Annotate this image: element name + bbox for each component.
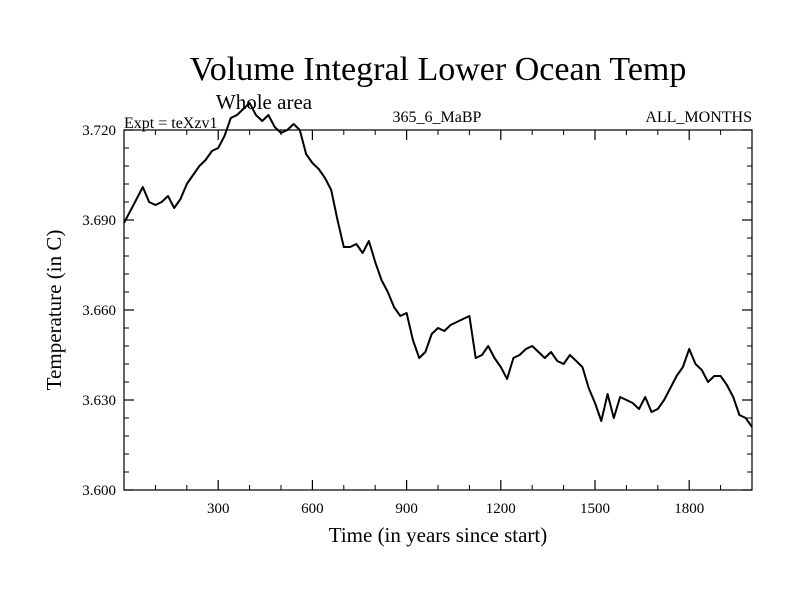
y-tick-label: 3.690: [82, 213, 116, 229]
chart-subtitle: Whole area: [216, 90, 313, 114]
x-tick-label: 1800: [674, 501, 704, 517]
y-tick-label: 3.600: [82, 483, 116, 499]
y-tick-label: 3.630: [82, 393, 116, 409]
x-tick-label: 600: [301, 501, 324, 517]
x-tick-label: 300: [207, 501, 230, 517]
y-tick-label: 3.660: [82, 303, 116, 319]
x-tick-label: 1200: [486, 501, 516, 517]
series-line-temperature: [123, 102, 753, 428]
chart-title: Volume Integral Lower Ocean Temp: [190, 51, 687, 88]
y-axis-label: Temperature (in C): [42, 230, 66, 391]
tick-labels: 300 600 900 1200 1500 1800 3.600 3.630 3.660 3.69…: [82, 123, 704, 517]
run-label: 365_6_MaBP: [393, 109, 482, 126]
x-tick-label: 900: [395, 501, 418, 517]
axis-ticks: [124, 129, 753, 491]
experiment-label: Expt = teXzv1: [124, 115, 217, 132]
series-layer: [123, 102, 753, 428]
x-axis-label: Time (in years since start): [329, 523, 548, 547]
x-tick-label: 1500: [580, 501, 610, 517]
y-tick-label: 3.720: [82, 123, 116, 139]
plot-frame: [123, 129, 753, 491]
months-label: ALL_MONTHS: [645, 109, 752, 126]
